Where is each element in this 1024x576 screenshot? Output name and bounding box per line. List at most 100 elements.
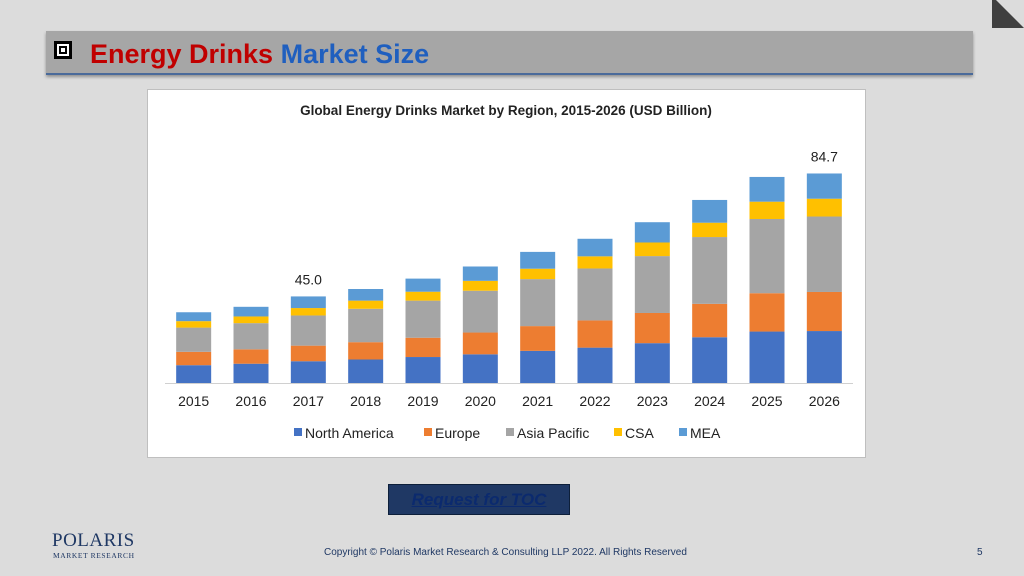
bar-asia-pacific-2016 — [233, 323, 269, 350]
bar-mea-2019 — [405, 278, 441, 292]
bar-csa-2024 — [692, 222, 728, 238]
bar-europe-2020 — [462, 332, 498, 355]
x-tick-label-2016: 2016 — [235, 393, 266, 409]
x-tick-label-2022: 2022 — [579, 393, 610, 409]
bar-csa-2021 — [520, 268, 556, 280]
bar-europe-2025 — [749, 293, 785, 332]
bar-asia-pacific-2022 — [577, 268, 613, 321]
bar-mea-2023 — [634, 222, 670, 243]
bar-north-america-2026 — [806, 331, 842, 383]
bar-europe-2018 — [348, 342, 384, 360]
x-tick-label-2017: 2017 — [293, 393, 324, 409]
bar-csa-2019 — [405, 291, 441, 301]
bar-north-america-2025 — [749, 331, 785, 383]
copyright-text: Copyright © Polaris Market Research & Co… — [324, 547, 687, 558]
bar-csa-2023 — [634, 242, 670, 257]
legend-swatch-csa — [614, 428, 622, 436]
legend-swatch-europe — [424, 428, 432, 436]
legend-label-csa: CSA — [625, 425, 654, 441]
legend-label-north-america: North America — [305, 425, 394, 441]
bar-europe-2021 — [520, 326, 556, 351]
x-tick-label-2026: 2026 — [809, 393, 840, 409]
bar-asia-pacific-2023 — [634, 256, 670, 313]
bar-csa-2017 — [290, 308, 326, 316]
logo-subtext: MARKET RESEARCH — [53, 551, 135, 560]
bar-europe-2019 — [405, 337, 441, 358]
legend-swatch-mea — [679, 428, 687, 436]
x-tick-label-2024: 2024 — [694, 393, 725, 409]
title-bar: Energy Drinks Market Size — [46, 31, 973, 75]
bar-mea-2022 — [577, 238, 613, 257]
data-label-2017: 45.0 — [295, 271, 322, 287]
data-label-2026: 84.7 — [811, 148, 838, 164]
bar-mea-2021 — [520, 251, 556, 269]
bar-asia-pacific-2025 — [749, 218, 785, 294]
bar-europe-2026 — [806, 291, 842, 332]
bar-north-america-2021 — [520, 350, 556, 383]
bar-asia-pacific-2019 — [405, 300, 441, 338]
bar-north-america-2016 — [233, 363, 269, 383]
x-tick-label-2020: 2020 — [465, 393, 496, 409]
logo-text: POLARIS — [52, 530, 135, 551]
legend-label-asia-pacific: Asia Pacific — [517, 425, 589, 441]
bar-asia-pacific-2024 — [692, 237, 728, 304]
bar-europe-2015 — [176, 351, 212, 366]
polaris-logo: POLARIS MARKET RESEARCH — [52, 530, 142, 564]
bar-europe-2017 — [290, 345, 326, 362]
bar-csa-2026 — [806, 198, 842, 217]
title-rest: Market Size — [280, 39, 430, 69]
bar-csa-2018 — [348, 300, 384, 309]
request-toc-button[interactable]: Request for TOC — [388, 484, 570, 515]
bar-europe-2023 — [634, 312, 670, 344]
bar-mea-2017 — [290, 296, 326, 309]
bar-mea-2026 — [806, 173, 842, 199]
legend-label-europe: Europe — [435, 425, 480, 441]
bar-north-america-2022 — [577, 347, 613, 383]
checkbox-icon — [54, 41, 72, 59]
bar-csa-2022 — [577, 256, 613, 269]
page-number: 5 — [977, 547, 983, 558]
x-tick-label-2025: 2025 — [751, 393, 782, 409]
bar-mea-2018 — [348, 289, 384, 301]
bar-north-america-2017 — [290, 361, 326, 383]
chart-title: Global Energy Drinks Market by Region, 2… — [300, 103, 712, 118]
bar-asia-pacific-2018 — [348, 308, 384, 343]
bar-mea-2015 — [176, 312, 212, 322]
stacked-bar-chart: Global Energy Drinks Market by Region, 2… — [165, 103, 853, 441]
chart-container: Global Energy Drinks Market by Region, 2… — [147, 89, 866, 458]
bar-csa-2025 — [749, 201, 785, 219]
bar-asia-pacific-2020 — [462, 290, 498, 333]
x-tick-label-2021: 2021 — [522, 393, 553, 409]
bar-north-america-2018 — [348, 359, 384, 383]
bar-csa-2015 — [176, 321, 212, 328]
bar-csa-2016 — [233, 316, 269, 324]
bar-europe-2022 — [577, 320, 613, 348]
bar-north-america-2023 — [634, 343, 670, 383]
page-title: Energy Drinks Market Size — [90, 39, 429, 70]
bar-mea-2016 — [233, 306, 269, 317]
bar-mea-2024 — [692, 199, 728, 223]
bar-mea-2025 — [749, 176, 785, 202]
bar-asia-pacific-2017 — [290, 315, 326, 346]
bar-north-america-2020 — [462, 354, 498, 383]
bar-north-america-2019 — [405, 357, 441, 383]
title-highlight: Energy Drinks — [90, 39, 274, 69]
bar-north-america-2015 — [176, 365, 212, 383]
x-tick-label-2018: 2018 — [350, 393, 381, 409]
bar-asia-pacific-2026 — [806, 216, 842, 292]
bar-csa-2020 — [462, 280, 498, 291]
bar-europe-2016 — [233, 349, 269, 364]
x-tick-label-2023: 2023 — [637, 393, 668, 409]
x-tick-label-2015: 2015 — [178, 393, 209, 409]
legend-swatch-north-america — [294, 428, 302, 436]
legend-swatch-asia-pacific — [506, 428, 514, 436]
request-toc-label[interactable]: Request for TOC — [411, 490, 547, 509]
x-tick-label-2019: 2019 — [407, 393, 438, 409]
bar-asia-pacific-2021 — [520, 279, 556, 327]
bar-north-america-2024 — [692, 337, 728, 383]
legend-label-mea: MEA — [690, 425, 721, 441]
bar-asia-pacific-2015 — [176, 327, 212, 352]
bar-mea-2020 — [462, 266, 498, 281]
bar-europe-2024 — [692, 303, 728, 338]
corner-triangle-icon — [992, 0, 1024, 28]
